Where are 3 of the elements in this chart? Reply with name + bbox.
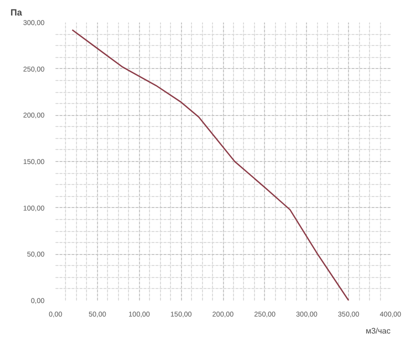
x-axis-title: м3/час (366, 326, 391, 336)
line-series (72, 29, 350, 300)
y-axis-title: Па (10, 8, 23, 18)
